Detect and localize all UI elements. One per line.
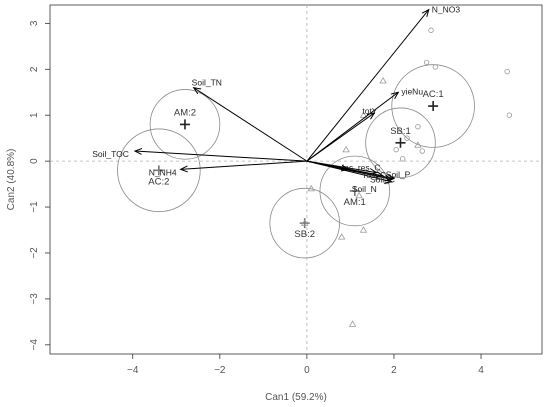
biplot-vector [194, 88, 308, 162]
point-triangle-marker [355, 191, 363, 199]
vector-label: N_NO3 [432, 5, 461, 15]
y-tick-label: −3 [29, 293, 40, 305]
vector-label: Soil_TOC [92, 149, 129, 159]
group-centroid-cross [395, 137, 406, 148]
point-circle-marker [404, 135, 410, 141]
point-circle-marker [432, 64, 439, 70]
x-tick-label: 2 [391, 365, 397, 376]
vector-label: Soil_TN [192, 78, 222, 88]
y-tick-label: 2 [29, 66, 40, 72]
vector-label: Soil_N [352, 184, 377, 194]
group-centroid-cross [349, 185, 360, 196]
group-label: SB:2 [294, 229, 315, 240]
x-tick-label: −4 [127, 365, 139, 376]
biplot-vector [181, 160, 307, 169]
x-axis-title: Can1 (59.2%) [265, 392, 327, 403]
group-circle [117, 128, 201, 213]
point-triangle-marker [359, 226, 368, 233]
vector-label: res_C [363, 170, 386, 180]
group-label: AM:2 [174, 107, 196, 118]
biplot-vector [306, 113, 374, 162]
group-circle [365, 107, 436, 178]
y-tick-label: 1 [29, 112, 40, 118]
group-centroid-cross [153, 165, 164, 176]
point-circle-marker [428, 27, 434, 33]
point-circle-marker [423, 59, 430, 66]
plot-frame [49, 4, 543, 355]
group-label: SB:1 [390, 126, 411, 137]
point-triangle-marker [338, 233, 346, 240]
y-tick-label: 0 [29, 158, 40, 164]
group-circle [149, 89, 221, 160]
biplot-vector [306, 10, 429, 162]
group-circle [391, 64, 475, 148]
group-circle [319, 155, 391, 227]
point-circle-marker [393, 146, 399, 153]
point-triangle-marker [359, 111, 368, 118]
vector-label: Soil_P [386, 170, 411, 180]
group-centroid-cross [179, 119, 190, 130]
group-centroid-cross [428, 101, 439, 112]
vector-label: N_NH4 [149, 167, 177, 177]
point-triangle-marker [414, 141, 422, 148]
x-tick-label: 4 [478, 365, 484, 376]
group-circle [269, 187, 340, 259]
vector-label: totY [362, 106, 377, 116]
point-circle-marker [506, 112, 513, 118]
point-circle-marker [415, 123, 421, 130]
biplot-vector [135, 151, 307, 162]
y-axis-title: Can2 (40.8%) [6, 149, 17, 211]
vector-label: Soil_C [370, 175, 395, 185]
point-triangle-marker [348, 320, 357, 327]
y-tick-label: −4 [29, 339, 40, 351]
point-triangle-marker [379, 76, 387, 84]
point-circle-marker [399, 156, 406, 162]
x-tick-label: −2 [214, 365, 226, 376]
point-circle-marker [504, 68, 510, 75]
group-label: AC:2 [148, 176, 169, 187]
group-label: AC:1 [423, 89, 444, 100]
y-tick-label: −1 [29, 201, 40, 213]
y-tick-label: −2 [29, 247, 40, 259]
y-tick-label: 3 [29, 20, 40, 26]
vector-label: inc_res_C [342, 162, 380, 172]
vector-label: yieNu [401, 86, 423, 96]
point-triangle-marker [307, 184, 315, 192]
group-label: AM:1 [344, 197, 366, 208]
point-circle-marker [419, 148, 425, 154]
point-triangle-marker [342, 145, 350, 153]
biplot-vector [306, 160, 392, 182]
point-triangle-marker [301, 219, 309, 226]
x-tick-label: 0 [304, 365, 310, 376]
